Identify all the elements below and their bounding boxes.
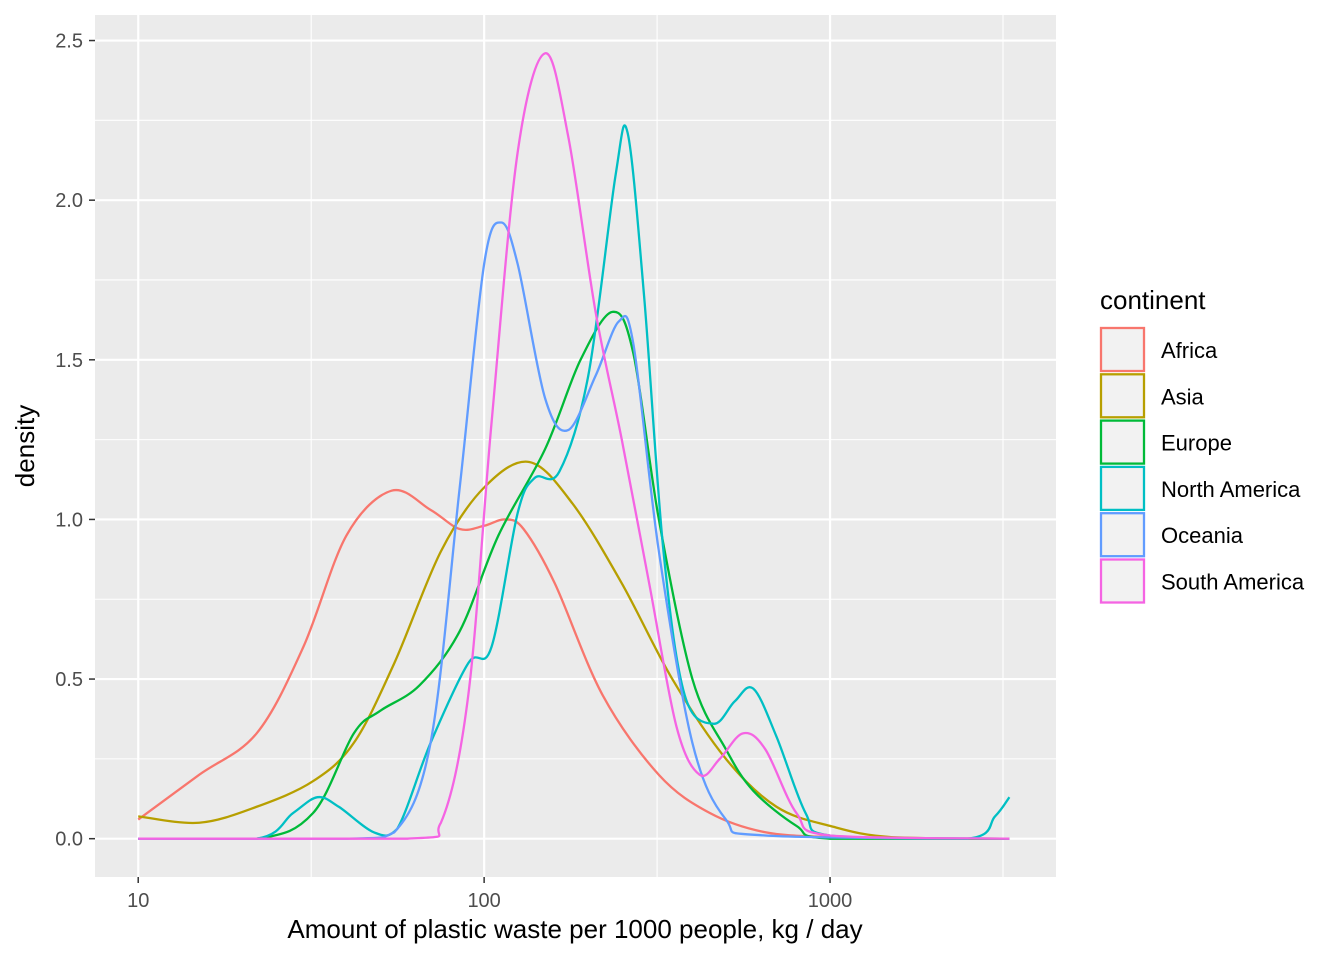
density-line-europe xyxy=(138,310,1010,840)
y-tick-label: 1.0 xyxy=(55,509,83,531)
y-tick-label: 0.0 xyxy=(55,829,83,851)
y-axis: 0.0 0.5 1.0 1.5 2.0 2.5 xyxy=(55,31,95,851)
density-line-asia xyxy=(138,460,1010,840)
x-tick-label: 1000 xyxy=(808,890,853,912)
density-line-north-america xyxy=(138,124,1011,840)
legend-item-oceania: Oceania xyxy=(1099,512,1244,558)
y-tick-label: 2.0 xyxy=(55,190,83,212)
minor-gridlines xyxy=(95,15,1056,877)
legend-label-africa: Africa xyxy=(1161,338,1218,363)
legend-title: continent xyxy=(1100,285,1206,315)
legend-label-south-america: South America xyxy=(1161,570,1305,595)
y-tick-label: 2.5 xyxy=(55,31,83,53)
legend-key-asia xyxy=(1099,373,1146,419)
density-line-south-america xyxy=(138,52,1010,840)
legend-label-north-america: North America xyxy=(1161,477,1301,502)
major-gridlines xyxy=(95,15,1056,877)
legend-item-north-america: North America xyxy=(1099,465,1301,512)
y-tick-label: 1.5 xyxy=(55,350,83,372)
legend-key-oceania xyxy=(1099,512,1146,558)
y-tick-label: 0.5 xyxy=(55,669,83,691)
x-tick-label: 10 xyxy=(127,890,149,912)
density-series xyxy=(137,52,1011,840)
legend-label-europe: Europe xyxy=(1161,431,1232,456)
legend-key-north-america xyxy=(1099,465,1146,512)
legend-item-africa: Africa xyxy=(1099,326,1218,373)
legend-key-africa xyxy=(1099,326,1146,373)
density-line-oceania xyxy=(138,221,1010,840)
legend-item-asia: Asia xyxy=(1099,373,1205,419)
panel-background xyxy=(95,15,1056,877)
legend-label-asia: Asia xyxy=(1161,384,1205,409)
legend-item-europe: Europe xyxy=(1099,419,1232,465)
x-tick-label: 100 xyxy=(467,890,500,912)
legend-label-oceania: Oceania xyxy=(1161,523,1244,548)
legend-key-south-america xyxy=(1099,558,1146,604)
legend-key-europe xyxy=(1099,419,1146,465)
x-axis-title: Amount of plastic waste per 1000 people,… xyxy=(287,914,862,944)
legend: continent Africa Asia Europe North America O… xyxy=(1099,285,1305,604)
x-axis: 10 100 1000 xyxy=(127,877,852,912)
legend-item-south-america: South America xyxy=(1099,558,1305,604)
y-axis-title: density xyxy=(10,405,40,487)
